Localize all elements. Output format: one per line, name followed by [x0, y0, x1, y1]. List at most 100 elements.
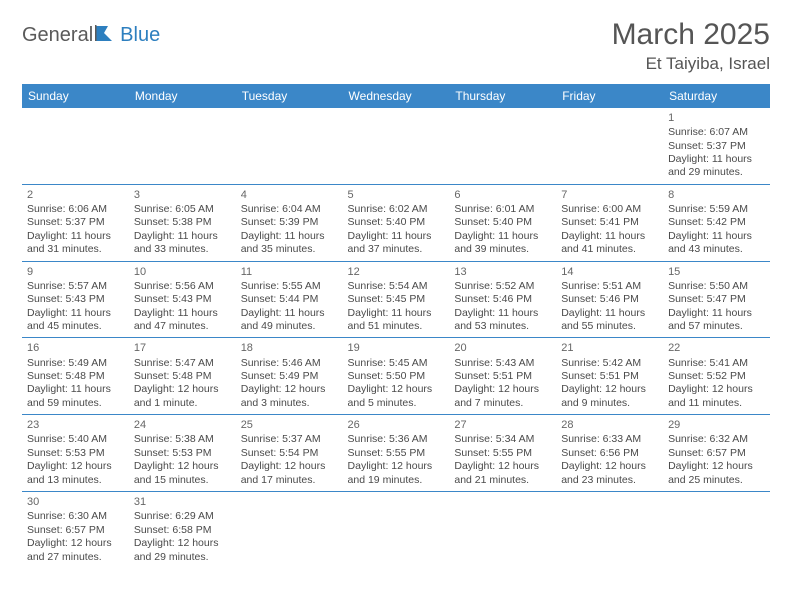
sunrise-line: Sunrise: 5:38 AM — [134, 433, 231, 446]
header: General Blue March 2025 Et Taiyiba, Isra… — [22, 18, 770, 74]
calendar-week-row: 16Sunrise: 5:49 AMSunset: 5:48 PMDayligh… — [22, 338, 770, 415]
sunset-line: Sunset: 5:43 PM — [27, 293, 124, 306]
daylight-line: Daylight: 12 hours and 25 minutes. — [668, 460, 765, 487]
calendar-day-cell: 10Sunrise: 5:56 AMSunset: 5:43 PMDayligh… — [129, 261, 236, 338]
day-number: 29 — [668, 418, 765, 432]
calendar-head: SundayMondayTuesdayWednesdayThursdayFrid… — [22, 84, 770, 108]
weekday-header: Monday — [129, 84, 236, 108]
daylight-line: Daylight: 11 hours and 33 minutes. — [134, 230, 231, 257]
sunset-line: Sunset: 5:46 PM — [454, 293, 551, 306]
weekday-row: SundayMondayTuesdayWednesdayThursdayFrid… — [22, 84, 770, 108]
daylight-line: Daylight: 11 hours and 41 minutes. — [561, 230, 658, 257]
calendar-week-row: 1Sunrise: 6:07 AMSunset: 5:37 PMDaylight… — [22, 108, 770, 184]
sunset-line: Sunset: 5:48 PM — [134, 370, 231, 383]
daylight-line: Daylight: 12 hours and 13 minutes. — [27, 460, 124, 487]
daylight-line: Daylight: 12 hours and 7 minutes. — [454, 383, 551, 410]
calendar-empty-cell — [343, 108, 450, 184]
day-number: 23 — [27, 418, 124, 432]
daylight-line: Daylight: 12 hours and 17 minutes. — [241, 460, 338, 487]
calendar-day-cell: 13Sunrise: 5:52 AMSunset: 5:46 PMDayligh… — [449, 261, 556, 338]
calendar-week-row: 2Sunrise: 6:06 AMSunset: 5:37 PMDaylight… — [22, 184, 770, 261]
calendar-day-cell: 29Sunrise: 6:32 AMSunset: 6:57 PMDayligh… — [663, 415, 770, 492]
calendar-day-cell: 15Sunrise: 5:50 AMSunset: 5:47 PMDayligh… — [663, 261, 770, 338]
daylight-line: Daylight: 12 hours and 19 minutes. — [348, 460, 445, 487]
calendar-day-cell: 17Sunrise: 5:47 AMSunset: 5:48 PMDayligh… — [129, 338, 236, 415]
calendar-empty-cell — [449, 492, 556, 568]
calendar-day-cell: 2Sunrise: 6:06 AMSunset: 5:37 PMDaylight… — [22, 184, 129, 261]
day-number: 30 — [27, 495, 124, 509]
sunset-line: Sunset: 5:45 PM — [348, 293, 445, 306]
weekday-header: Thursday — [449, 84, 556, 108]
calendar-day-cell: 30Sunrise: 6:30 AMSunset: 6:57 PMDayligh… — [22, 492, 129, 568]
sunset-line: Sunset: 5:37 PM — [668, 140, 765, 153]
calendar-day-cell: 3Sunrise: 6:05 AMSunset: 5:38 PMDaylight… — [129, 184, 236, 261]
sunset-line: Sunset: 5:55 PM — [348, 447, 445, 460]
day-number: 6 — [454, 188, 551, 202]
day-number: 27 — [454, 418, 551, 432]
day-number: 16 — [27, 341, 124, 355]
sunrise-line: Sunrise: 6:29 AM — [134, 510, 231, 523]
calendar-day-cell: 27Sunrise: 5:34 AMSunset: 5:55 PMDayligh… — [449, 415, 556, 492]
sunrise-line: Sunrise: 5:50 AM — [668, 280, 765, 293]
calendar-empty-cell — [343, 492, 450, 568]
daylight-line: Daylight: 12 hours and 27 minutes. — [27, 537, 124, 564]
daylight-line: Daylight: 11 hours and 35 minutes. — [241, 230, 338, 257]
calendar-empty-cell — [236, 492, 343, 568]
daylight-line: Daylight: 12 hours and 11 minutes. — [668, 383, 765, 410]
daylight-line: Daylight: 12 hours and 9 minutes. — [561, 383, 658, 410]
calendar-day-cell: 16Sunrise: 5:49 AMSunset: 5:48 PMDayligh… — [22, 338, 129, 415]
daylight-line: Daylight: 11 hours and 53 minutes. — [454, 307, 551, 334]
sunrise-line: Sunrise: 5:37 AM — [241, 433, 338, 446]
weekday-header: Sunday — [22, 84, 129, 108]
sunrise-line: Sunrise: 5:59 AM — [668, 203, 765, 216]
sunrise-line: Sunrise: 5:42 AM — [561, 357, 658, 370]
calendar-day-cell: 25Sunrise: 5:37 AMSunset: 5:54 PMDayligh… — [236, 415, 343, 492]
sunrise-line: Sunrise: 5:41 AM — [668, 357, 765, 370]
calendar-day-cell: 1Sunrise: 6:07 AMSunset: 5:37 PMDaylight… — [663, 108, 770, 184]
day-number: 19 — [348, 341, 445, 355]
sunset-line: Sunset: 5:39 PM — [241, 216, 338, 229]
day-number: 10 — [134, 265, 231, 279]
title-block: March 2025 Et Taiyiba, Israel — [612, 18, 770, 74]
daylight-line: Daylight: 11 hours and 49 minutes. — [241, 307, 338, 334]
calendar-week-row: 9Sunrise: 5:57 AMSunset: 5:43 PMDaylight… — [22, 261, 770, 338]
day-number: 9 — [27, 265, 124, 279]
daylight-line: Daylight: 12 hours and 23 minutes. — [561, 460, 658, 487]
sunrise-line: Sunrise: 6:02 AM — [348, 203, 445, 216]
calendar-day-cell: 26Sunrise: 5:36 AMSunset: 5:55 PMDayligh… — [343, 415, 450, 492]
sunset-line: Sunset: 5:51 PM — [561, 370, 658, 383]
sunrise-line: Sunrise: 5:45 AM — [348, 357, 445, 370]
sunset-line: Sunset: 6:57 PM — [27, 524, 124, 537]
sunset-line: Sunset: 5:53 PM — [134, 447, 231, 460]
sunset-line: Sunset: 5:42 PM — [668, 216, 765, 229]
calendar-page: General Blue March 2025 Et Taiyiba, Isra… — [0, 0, 792, 578]
daylight-line: Daylight: 11 hours and 47 minutes. — [134, 307, 231, 334]
calendar-day-cell: 21Sunrise: 5:42 AMSunset: 5:51 PMDayligh… — [556, 338, 663, 415]
calendar-day-cell: 4Sunrise: 6:04 AMSunset: 5:39 PMDaylight… — [236, 184, 343, 261]
sunset-line: Sunset: 6:58 PM — [134, 524, 231, 537]
sunset-line: Sunset: 5:48 PM — [27, 370, 124, 383]
sunset-line: Sunset: 5:53 PM — [27, 447, 124, 460]
weekday-header: Tuesday — [236, 84, 343, 108]
calendar-day-cell: 19Sunrise: 5:45 AMSunset: 5:50 PMDayligh… — [343, 338, 450, 415]
calendar-day-cell: 31Sunrise: 6:29 AMSunset: 6:58 PMDayligh… — [129, 492, 236, 568]
daylight-line: Daylight: 11 hours and 45 minutes. — [27, 307, 124, 334]
sunset-line: Sunset: 5:52 PM — [668, 370, 765, 383]
daylight-line: Daylight: 11 hours and 51 minutes. — [348, 307, 445, 334]
sunset-line: Sunset: 5:44 PM — [241, 293, 338, 306]
day-number: 25 — [241, 418, 338, 432]
sunset-line: Sunset: 5:40 PM — [348, 216, 445, 229]
day-number: 15 — [668, 265, 765, 279]
sunset-line: Sunset: 5:47 PM — [668, 293, 765, 306]
flag-icon — [95, 24, 117, 47]
sunrise-line: Sunrise: 5:49 AM — [27, 357, 124, 370]
day-number: 2 — [27, 188, 124, 202]
sunrise-line: Sunrise: 5:52 AM — [454, 280, 551, 293]
calendar-empty-cell — [236, 108, 343, 184]
calendar-empty-cell — [449, 108, 556, 184]
day-number: 31 — [134, 495, 231, 509]
month-title: March 2025 — [612, 18, 770, 52]
day-number: 8 — [668, 188, 765, 202]
location-label: Et Taiyiba, Israel — [612, 54, 770, 74]
day-number: 14 — [561, 265, 658, 279]
